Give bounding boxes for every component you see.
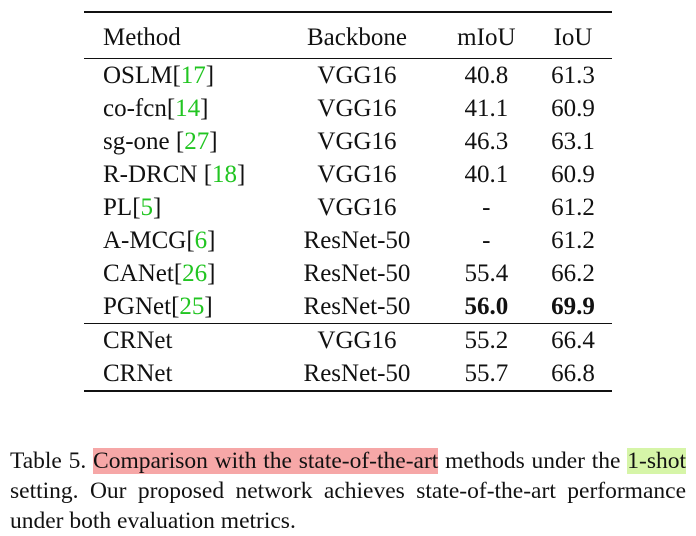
backbone-cell: VGG16 bbox=[317, 94, 397, 122]
citation-link[interactable]: 5 bbox=[140, 193, 154, 221]
citation-link[interactable]: 14 bbox=[175, 94, 201, 122]
miou-cell-best: 56.0 bbox=[464, 292, 509, 320]
iou-cell: 61.3 bbox=[534, 58, 612, 92]
method-name: PGNet bbox=[103, 292, 172, 320]
header-backbone: Backbone bbox=[275, 11, 439, 59]
table-header-row: Method Backbone mIoU IoU bbox=[84, 11, 612, 59]
header-iou: IoU bbox=[534, 11, 612, 59]
backbone-cell: VGG16 bbox=[317, 127, 397, 155]
table-row: sg-one [27] VGG16 46.3 63.1 bbox=[84, 125, 612, 158]
miou-cell: 40.8 bbox=[438, 58, 535, 92]
method-name: co-fcn bbox=[103, 94, 167, 122]
table-row: A-MCG[6] ResNet-50 - 61.2 bbox=[84, 224, 612, 257]
caption-suffix: setting. Our proposed network achieves s… bbox=[10, 477, 686, 534]
citation-link[interactable]: 6 bbox=[194, 226, 208, 254]
miou-cell: 55.4 bbox=[464, 259, 509, 287]
iou-cell: 66.8 bbox=[534, 357, 612, 392]
header-method: Method bbox=[84, 11, 276, 59]
method-name: R-DRCN bbox=[103, 160, 204, 188]
method-name: CANet bbox=[103, 259, 174, 287]
method-name: OSLM bbox=[103, 61, 173, 89]
ref-bracket-open: [ bbox=[203, 160, 213, 188]
table-caption: Table 5. Comparison with the state-of-th… bbox=[10, 446, 687, 536]
caption-middle: methods under the bbox=[438, 447, 628, 474]
caption-prefix: Table 5. bbox=[10, 447, 94, 474]
method-name: sg-one bbox=[103, 127, 176, 155]
miou-cell: 55.7 bbox=[438, 357, 535, 392]
caption-highlight-red[interactable]: Comparison with the state-of-the-art bbox=[93, 447, 439, 474]
iou-cell: 66.2 bbox=[551, 259, 595, 287]
backbone-cell: VGG16 bbox=[275, 58, 439, 92]
citation-link[interactable]: 17 bbox=[180, 61, 206, 89]
table-row-ours: CRNet ResNet-50 55.7 66.8 bbox=[84, 357, 612, 392]
iou-cell: 61.2 bbox=[551, 226, 595, 254]
header-miou: mIoU bbox=[438, 11, 535, 59]
method-name: A-MCG bbox=[103, 226, 187, 254]
iou-cell: 60.9 bbox=[551, 94, 595, 122]
method-cell: OSLM[17] bbox=[84, 58, 276, 92]
backbone-cell: ResNet-50 bbox=[303, 226, 411, 254]
iou-cell: 63.1 bbox=[551, 127, 595, 155]
miou-cell: 46.3 bbox=[464, 127, 509, 155]
method-cell: co-fcn[14] bbox=[84, 92, 275, 125]
iou-cell-best: 69.9 bbox=[551, 292, 595, 320]
citation-link[interactable]: 27 bbox=[184, 127, 210, 155]
miou-cell: 55.2 bbox=[438, 323, 535, 357]
ref-bracket-close: ] bbox=[204, 292, 213, 320]
ref-bracket-close: ] bbox=[237, 160, 246, 188]
ref-bracket-open: [ bbox=[132, 193, 141, 221]
miou-cell: 40.1 bbox=[464, 160, 509, 188]
ref-bracket-close: ] bbox=[205, 61, 215, 89]
miou-cell: - bbox=[482, 226, 491, 254]
miou-cell: 41.1 bbox=[464, 94, 509, 122]
table-row: PGNet[25] ResNet-50 56.0 69.9 bbox=[84, 290, 612, 324]
backbone-cell: VGG16 bbox=[317, 193, 397, 221]
backbone-cell: VGG16 bbox=[275, 323, 439, 357]
iou-cell: 61.2 bbox=[551, 193, 595, 221]
miou-cell: - bbox=[482, 193, 491, 221]
ref-bracket-close: ] bbox=[153, 193, 162, 221]
backbone-cell: VGG16 bbox=[317, 160, 397, 188]
table-row: OSLM[17] VGG16 40.8 61.3 bbox=[84, 58, 612, 92]
ref-bracket-open: [ bbox=[166, 94, 176, 122]
method-cell: sg-one [27] bbox=[84, 125, 275, 158]
table-row: PL[5] VGG16 - 61.2 bbox=[84, 191, 612, 224]
ref-bracket-close: ] bbox=[207, 259, 216, 287]
table-row: R-DRCN [18] VGG16 40.1 60.9 bbox=[84, 158, 612, 191]
ref-bracket-close: ] bbox=[209, 127, 218, 155]
table-row: CANet[26] ResNet-50 55.4 66.2 bbox=[84, 257, 612, 290]
method-cell: CRNet bbox=[84, 323, 276, 357]
ref-bracket-close: ] bbox=[200, 94, 209, 122]
method-cell: PL[5] bbox=[84, 191, 275, 224]
caption-highlight-green[interactable]: 1-shot bbox=[627, 447, 687, 474]
ref-bracket-open: [ bbox=[175, 127, 185, 155]
backbone-cell: ResNet-50 bbox=[303, 292, 411, 320]
ref-bracket-open: [ bbox=[171, 292, 180, 320]
citation-link[interactable]: 25 bbox=[179, 292, 205, 320]
ref-bracket-open: [ bbox=[186, 226, 195, 254]
method-cell: PGNet[25] bbox=[84, 290, 275, 324]
iou-cell: 66.4 bbox=[534, 323, 612, 357]
citation-link[interactable]: 18 bbox=[212, 160, 238, 188]
ref-bracket-open: [ bbox=[172, 61, 181, 89]
method-cell: A-MCG[6] bbox=[84, 224, 275, 257]
backbone-cell: ResNet-50 bbox=[303, 259, 411, 287]
iou-cell: 60.9 bbox=[551, 160, 595, 188]
backbone-cell: ResNet-50 bbox=[275, 357, 439, 392]
table-row-ours: CRNet VGG16 55.2 66.4 bbox=[84, 323, 612, 357]
results-table: Method Backbone mIoU IoU OSLM[17] VGG16 … bbox=[84, 11, 612, 392]
citation-link[interactable]: 26 bbox=[182, 259, 208, 287]
ref-bracket-open: [ bbox=[173, 259, 183, 287]
results-table-container: Method Backbone mIoU IoU OSLM[17] VGG16 … bbox=[84, 11, 612, 392]
ref-bracket-close: ] bbox=[207, 226, 216, 254]
method-name: PL bbox=[103, 193, 133, 221]
method-cell: CANet[26] bbox=[84, 257, 275, 290]
method-cell: CRNet bbox=[84, 357, 276, 392]
table-row: co-fcn[14] VGG16 41.1 60.9 bbox=[84, 92, 612, 125]
method-cell: R-DRCN [18] bbox=[84, 158, 275, 191]
